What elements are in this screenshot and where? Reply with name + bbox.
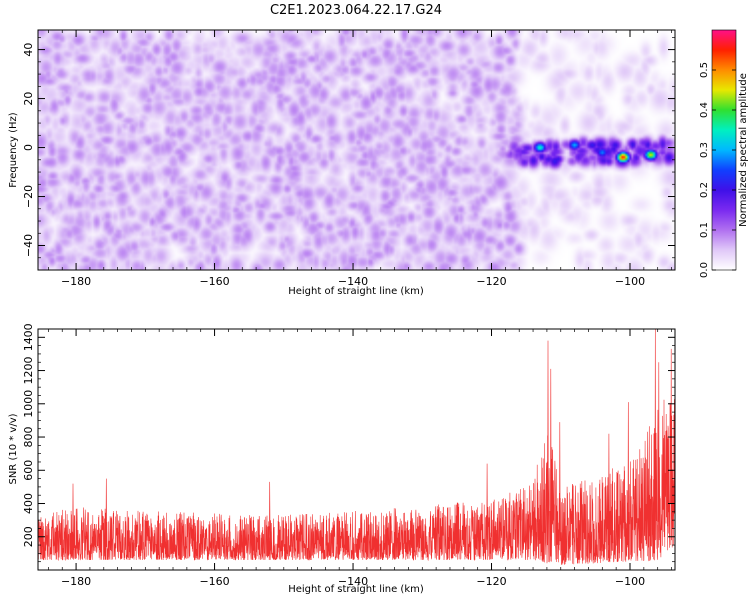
spectrogram-y-tick-label: 40 bbox=[22, 43, 35, 57]
spectrogram-x-tick-label: −180 bbox=[61, 275, 91, 288]
spectrogram-y-tick-label: 20 bbox=[22, 92, 35, 106]
snr-y-tick-label: 600 bbox=[22, 460, 35, 481]
snr-frame bbox=[37, 328, 676, 571]
snr-x-tick-label: −160 bbox=[199, 575, 229, 588]
colorbar-tick-label: 0.5 bbox=[699, 62, 710, 78]
snr-y-axis-label: SNR (10 * v/v) bbox=[8, 413, 19, 484]
spectrogram-y-tick-label: −20 bbox=[22, 185, 35, 208]
colorbar-tick-label: 0.0 bbox=[699, 262, 710, 278]
spectrogram-x-tick-label: −120 bbox=[476, 275, 506, 288]
spectrogram-frame bbox=[37, 29, 676, 271]
snr-x-tick-label: −120 bbox=[476, 575, 506, 588]
colorbar-label: Normalized spectral amplitude bbox=[738, 73, 749, 227]
colorbar-tick-label: 0.2 bbox=[699, 182, 710, 198]
spectrogram-y-tick-label: 0 bbox=[22, 144, 35, 151]
colorbar-ticks: 0.0 0.1 0.2 0.3 0.4 0.5 bbox=[699, 62, 736, 278]
snr-background bbox=[38, 329, 675, 570]
snr-x-tick-label: −100 bbox=[615, 575, 645, 588]
spectrogram-panel: −180 −160 −140 −120 −100 −40 −20 0 20 40 Height o… bbox=[8, 29, 676, 297]
snr-x-axis-label: Height of straight line (km) bbox=[288, 584, 424, 595]
snr-x-tick-label: −140 bbox=[338, 575, 368, 588]
snr-y-tick-label: 1200 bbox=[22, 357, 35, 385]
colorbar: 0.0 0.1 0.2 0.3 0.4 0.5 Normalized spectral a… bbox=[699, 29, 749, 278]
spectrogram-heatmap bbox=[38, 30, 675, 270]
spectrogram-ticks: −180 −160 −140 −120 −100 −40 −20 0 20 40 bbox=[22, 30, 675, 288]
colorbar-tick-label: 0.3 bbox=[699, 142, 710, 158]
snr-panel: −180 −160 −140 −120 −100 200 400 600 800 1000 1200… bbox=[8, 323, 676, 595]
snr-y-tick-label: 1400 bbox=[22, 323, 35, 351]
spectrogram-x-axis-label: Height of straight line (km) bbox=[288, 286, 424, 297]
spectrogram-x-tick-label: −160 bbox=[199, 275, 229, 288]
snr-x-tick-label: −180 bbox=[61, 575, 91, 588]
snr-y-tick-label: 400 bbox=[22, 493, 35, 514]
snr-y-tick-label: 200 bbox=[22, 526, 35, 547]
colorbar-tick-label: 0.4 bbox=[699, 102, 710, 118]
spectrogram-x-tick-label: −140 bbox=[338, 275, 368, 288]
snr-y-tick-label: 800 bbox=[22, 427, 35, 448]
colorbar-tick-label: 0.1 bbox=[699, 222, 710, 238]
snr-series-line bbox=[38, 329, 675, 565]
snr-y-tick-label: 1000 bbox=[22, 390, 35, 418]
figure-title: C2E1.2023.064.22.17.G24 bbox=[270, 3, 442, 18]
spectrogram-y-axis-label: Frequency (Hz) bbox=[8, 112, 19, 188]
spectrogram-x-tick-label: −100 bbox=[615, 275, 645, 288]
spectrogram-y-tick-label: −40 bbox=[22, 234, 35, 257]
